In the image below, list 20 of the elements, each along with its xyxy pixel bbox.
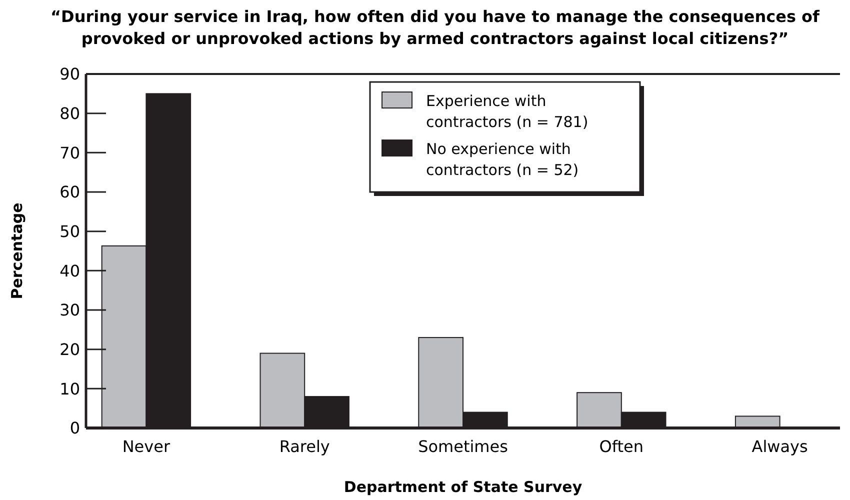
legend-label: Experience with contractors (n = 781) bbox=[426, 92, 588, 131]
y-tick-label: 10 bbox=[60, 379, 80, 398]
chart-title: “During your service in Iraq, how often did you have to manage the consequences of provoked or unprovoked actions by armed contractors against local citizens?” bbox=[50, 7, 821, 48]
y-tick-label: 50 bbox=[60, 222, 80, 241]
legend-label: No experience with contractors (n = 52) bbox=[426, 140, 579, 179]
y-tick-label: 20 bbox=[60, 340, 80, 359]
y-tick-label: 40 bbox=[60, 261, 80, 280]
x-axis-title: Department of State Survey bbox=[344, 478, 582, 496]
x-tick-label: Often bbox=[599, 437, 644, 456]
x-tick-label: Rarely bbox=[279, 437, 330, 456]
y-tick-label: 90 bbox=[60, 64, 80, 84]
y-tick-label: 0 bbox=[70, 418, 80, 438]
y-axis-title: Percentage bbox=[8, 202, 26, 300]
y-tick-label: 60 bbox=[60, 182, 80, 202]
y-tick-label: 80 bbox=[60, 104, 80, 123]
y-tick-label: 70 bbox=[60, 143, 80, 162]
x-tick-label: Sometimes bbox=[418, 437, 508, 456]
x-tick-label: Always bbox=[752, 437, 808, 456]
y-tick-label: 30 bbox=[60, 300, 80, 320]
x-tick-label: Never bbox=[122, 437, 170, 456]
